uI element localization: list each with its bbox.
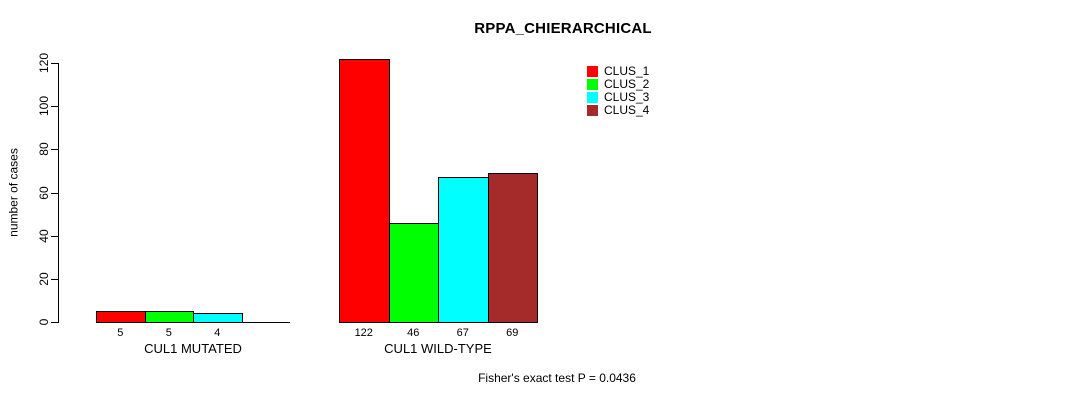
- y-axis-tick-label: 100: [37, 95, 51, 117]
- y-axis-tick-label: 0: [37, 318, 51, 326]
- legend-item: CLUS_1: [587, 65, 649, 78]
- bar-value-label: 4: [214, 327, 221, 339]
- stat-annotation: Fisher's exact test P = 0.0436: [478, 371, 636, 385]
- legend: CLUS_1 CLUS_2 CLUS_3 CLUS_4: [587, 65, 649, 117]
- bar-clus_2: [388, 223, 439, 323]
- bar-clus_2: [144, 311, 194, 323]
- y-axis-tick-label: 120: [37, 52, 51, 74]
- y-axis-line: [58, 63, 59, 323]
- legend-label: CLUS_1: [604, 64, 650, 78]
- bar-clus_4: [487, 173, 538, 323]
- y-axis-tick-label: 20: [37, 272, 51, 286]
- y-axis-tick-label: 80: [37, 142, 51, 156]
- group-label: CUL1 MUTATED: [144, 341, 242, 356]
- legend-swatch: [587, 79, 598, 90]
- y-axis-label: number of cases: [6, 148, 21, 237]
- bar-value-label: 122: [354, 327, 373, 339]
- legend-item: CLUS_4: [587, 104, 649, 117]
- legend-label: CLUS_4: [604, 103, 650, 117]
- legend-swatch: [587, 105, 598, 116]
- y-axis-tick: [51, 193, 58, 194]
- group-label: CUL1 WILD-TYPE: [384, 341, 492, 356]
- y-axis-tick: [51, 279, 58, 280]
- y-axis-tick: [51, 149, 58, 150]
- y-axis-tick: [51, 322, 58, 323]
- y-axis-tick: [51, 106, 58, 107]
- bar-value-label: 46: [407, 327, 420, 339]
- y-axis-tick-label: 60: [37, 186, 51, 200]
- chart-title: RPPA_CHIERARCHICAL: [474, 20, 652, 37]
- legend-label: CLUS_3: [604, 90, 650, 104]
- bar-value-label: 5: [117, 327, 124, 339]
- bar-clus_1: [96, 311, 146, 323]
- y-axis-tick: [51, 236, 58, 237]
- legend-swatch: [587, 66, 598, 77]
- y-axis-tick: [51, 63, 58, 64]
- legend-swatch: [587, 92, 598, 103]
- legend-item: CLUS_3: [587, 91, 649, 104]
- bar-value-label: 67: [456, 327, 469, 339]
- bar-clus_3: [193, 313, 243, 323]
- bar-value-label: 5: [165, 327, 172, 339]
- bar-clus_1: [339, 59, 390, 323]
- legend-label: CLUS_2: [604, 77, 650, 91]
- bar-clus_3: [438, 177, 489, 323]
- bar-value-label: 69: [506, 327, 519, 339]
- legend-item: CLUS_2: [587, 78, 649, 91]
- y-axis-tick-label: 40: [37, 229, 51, 243]
